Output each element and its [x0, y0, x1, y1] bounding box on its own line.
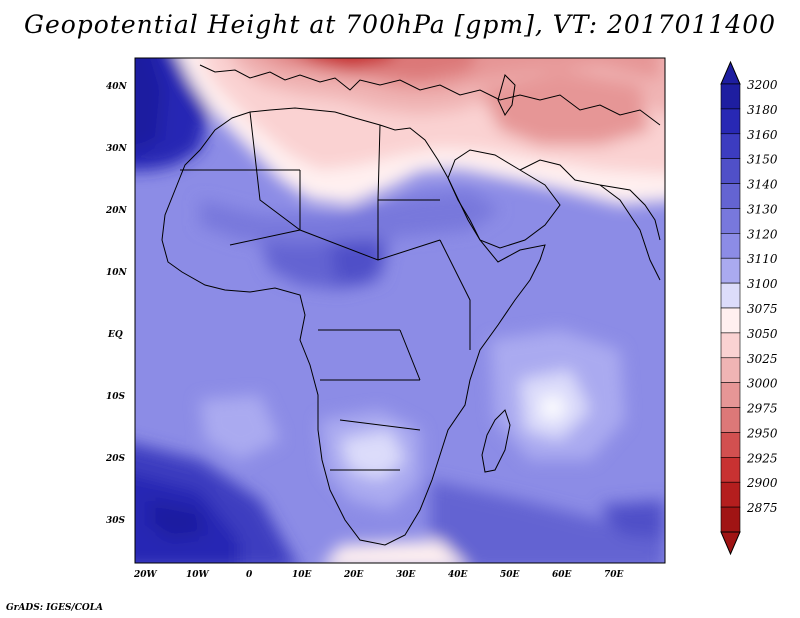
- lat-label: 30N: [106, 144, 128, 154]
- colorbar-max-arrow: [720, 60, 741, 85]
- colorbar-swatch: [720, 332, 741, 359]
- colorbar-label: 3200: [747, 78, 778, 92]
- map-title: Geopotential Height at 700hPa [gpm], VT:…: [23, 10, 777, 39]
- map-frame: [134, 57, 666, 564]
- colorbar-label: 3000: [747, 377, 778, 391]
- lat-label: 20N: [105, 206, 128, 216]
- lon-label: 20E: [343, 570, 364, 580]
- colorbar-label: 3130: [747, 202, 778, 216]
- lon-label: 20W: [133, 570, 158, 580]
- colorbar-swatch: [720, 108, 741, 135]
- colorbar-swatch: [720, 481, 741, 508]
- lon-label: 70E: [604, 570, 624, 580]
- colorbar-label: 3120: [747, 227, 778, 241]
- lat-label: 10S: [106, 392, 126, 402]
- colorbar-label: 3100: [747, 277, 778, 291]
- lon-label: 30E: [396, 570, 416, 580]
- colorbar-swatch: [720, 233, 741, 259]
- lat-label: 30S: [106, 516, 126, 526]
- colorbar-swatch: [720, 83, 741, 110]
- colorbar-swatch: [720, 432, 741, 458]
- colorbar-label: 2875: [746, 501, 778, 515]
- colorbar-label: 3140: [747, 178, 778, 192]
- colorbar-swatch: [720, 407, 741, 433]
- colorbar-swatch: [720, 382, 741, 408]
- latitude-labels: 40N 30N 20N 10N EQ 10S 20S 30S: [105, 82, 128, 526]
- colorbar-min-arrow: [720, 531, 741, 556]
- colorbar-label: 2925: [746, 451, 778, 465]
- lon-label: 40E: [448, 570, 468, 580]
- colorbar-label: 3110: [747, 252, 778, 266]
- colorbar-label: 3150: [747, 153, 778, 167]
- colorbar-swatch: [720, 257, 741, 284]
- longitude-labels: 20W 10W 0 10E 20E 30E 40E 50E 60E 70E: [133, 570, 624, 580]
- colorbar-swatch: [720, 282, 741, 309]
- colorbar-swatch: [720, 133, 741, 159]
- colorbar-swatch: [720, 506, 741, 533]
- colorbar-label: 2950: [746, 426, 778, 440]
- colorbar-swatch: [720, 357, 741, 383]
- colorbar-swatch: [720, 457, 741, 483]
- lon-label: 10W: [186, 570, 210, 580]
- lat-label: 40N: [106, 82, 128, 92]
- colorbar-swatch: [720, 158, 741, 184]
- coastlines: [161, 64, 661, 546]
- colorbar-label: 2900: [746, 476, 778, 490]
- lat-label: EQ: [107, 330, 123, 340]
- colorbar-swatch: [720, 183, 741, 209]
- lon-label: 0: [246, 570, 253, 580]
- lon-label: 50E: [500, 570, 520, 580]
- credit-label: GrADS: IGES/COLA: [6, 603, 104, 613]
- colorbar-label: 3050: [747, 327, 778, 341]
- colorbar-label: 3180: [747, 103, 778, 117]
- colorbar-label: 3075: [747, 302, 778, 316]
- colorbar-label: 2975: [746, 402, 778, 416]
- colorbar-swatch: [720, 208, 741, 234]
- colorbar-label: 3025: [747, 352, 778, 366]
- lon-label: 60E: [552, 570, 572, 580]
- lon-label: 10E: [292, 570, 312, 580]
- colorbar: 3200 3180 3160 3150 3140 3130 3120 3110 3100 3075…: [720, 60, 778, 556]
- height-field: [135, 58, 665, 563]
- lat-label: 10N: [106, 268, 128, 278]
- colorbar-swatch: [720, 307, 741, 334]
- lat-label: 20S: [105, 454, 126, 464]
- colorbar-label: 3160: [747, 128, 778, 142]
